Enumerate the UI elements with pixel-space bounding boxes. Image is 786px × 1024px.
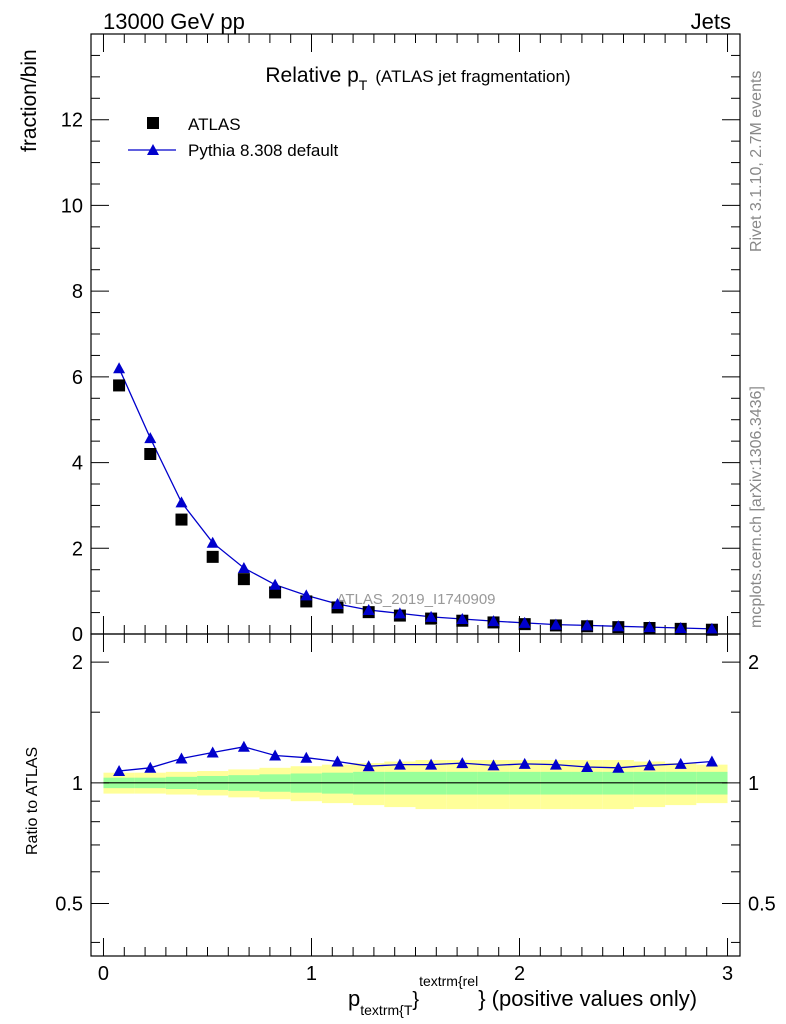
pythia-point: [362, 604, 375, 615]
xlabel-sup: textrm{rel: [419, 973, 478, 989]
ratio-pythia-point: [674, 757, 687, 769]
pythia-point: [144, 432, 157, 444]
ratio-y-tick-label: 2: [72, 652, 83, 674]
pythia-point: [581, 619, 594, 631]
xlabel-p: p: [348, 986, 360, 1011]
ratio-y-tick-label-right: 1: [748, 773, 759, 795]
pythia-line: [118, 368, 712, 630]
main-y-tick-label: 12: [61, 110, 83, 132]
x-tick-label: 2: [514, 963, 525, 985]
xlabel-close: }: [412, 989, 419, 1011]
main-y-tick-label: 4: [72, 453, 83, 475]
ratio-uncertainty-bands: [103, 759, 728, 810]
main-data-marks: [113, 362, 718, 636]
main-y-tick-label: 0: [72, 624, 83, 646]
pythia-point: [549, 618, 562, 630]
ratio-pythia-point: [425, 758, 438, 770]
pythia-point: [331, 598, 344, 609]
pythia-point: [456, 613, 469, 624]
header-left: 13000 GeV pp: [103, 9, 245, 34]
ratio-pythia-point: [206, 746, 219, 758]
ratio-pythia-point: [705, 755, 718, 767]
x-tick-label: 3: [722, 963, 733, 985]
ratio-pythia-point: [331, 755, 344, 767]
x-axis-label: ptextrm{T}textrm{rel} (positive values o…: [348, 973, 697, 1018]
ratio-data-marks: [113, 740, 718, 777]
title-sub: T: [359, 77, 368, 93]
pythia-point: [612, 620, 625, 632]
pythia-point: [175, 496, 188, 508]
pythia-point: [518, 616, 531, 628]
ratio-y-tick-label-right: 2: [748, 652, 759, 674]
ratio-pythia-point: [581, 761, 594, 773]
main-y-tick-label: 6: [72, 367, 83, 389]
main-y-tick-label: 2: [72, 538, 83, 560]
ratio-panel: Ratio to ATLAS 0.5 0.5 1 1 2 2 0 1 2 3 ptextrm{T}…: [24, 633, 776, 1018]
ratio-y-tick-label-right: 0.5: [748, 894, 776, 916]
ratio-pythia-point: [144, 761, 157, 773]
xlabel-sub: textrm{T: [360, 1002, 413, 1018]
pythia-point: [300, 589, 313, 601]
main-y-tick-label: 10: [61, 195, 83, 217]
ratio-axes: 0.5 0.5 1 1 2 2 0 1 2 3: [55, 633, 776, 985]
ratio-pythia-point: [362, 760, 375, 772]
ratio-pythia-point: [237, 740, 250, 752]
header-right: Jets: [691, 9, 731, 34]
ratio-pythia-point: [393, 758, 406, 770]
legend-pythia-marker: [147, 144, 159, 155]
ratio-pythia-point: [612, 761, 625, 773]
ratio-pythia-point: [113, 765, 126, 777]
x-tick-label: 1: [306, 963, 317, 985]
main-y-axis-label: fraction/bin: [18, 49, 41, 152]
main-title: Relative pT (ATLAS jet fragmentation): [265, 64, 570, 93]
pythia-point: [113, 362, 126, 374]
legend: ATLAS Pythia 8.308 default: [128, 115, 339, 160]
pythia-point: [425, 610, 438, 622]
ratio-y-tick-label: 0.5: [55, 894, 83, 916]
xlabel-rest: } (positive values only): [478, 986, 697, 1011]
ratio-pythia-point: [518, 757, 531, 769]
ratio-pythia-point: [549, 758, 562, 770]
ratio-pythia-point: [300, 751, 313, 763]
atlas-point: [113, 379, 126, 392]
legend-pythia-label: Pythia 8.308 default: [188, 141, 339, 160]
ratio-pythia-point: [643, 759, 656, 771]
pythia-point: [705, 622, 718, 634]
pythia-point: [206, 536, 219, 548]
pythia-point: [487, 615, 500, 627]
ratio-pythia-point: [269, 749, 282, 761]
pythia-point: [237, 562, 250, 573]
pythia-point: [269, 578, 282, 590]
pythia-point: [674, 622, 687, 633]
ratio-y-tick-label: 1: [72, 773, 83, 795]
title-extra: (ATLAS jet fragmentation): [375, 67, 570, 86]
title-main: Relative p: [265, 64, 358, 87]
legend-atlas-marker: [147, 117, 159, 129]
atlas-point: [144, 448, 157, 460]
ratio-pythia-point: [456, 757, 469, 769]
x-tick-label: 0: [98, 963, 109, 985]
side-label-bottom: mcplots.cern.ch [arXiv:1306.3436]: [748, 386, 765, 628]
ratio-pythia-point: [175, 752, 188, 764]
atlas-point: [206, 550, 219, 563]
pythia-point: [643, 621, 656, 633]
ratio-pythia-line: [119, 746, 712, 772]
atlas-point: [237, 573, 250, 586]
atlas-point: [175, 513, 188, 526]
pythia-point: [393, 607, 406, 619]
legend-atlas-label: ATLAS: [188, 115, 241, 134]
main-y-tick-label: 8: [72, 281, 83, 303]
watermark: ATLAS_2019_I1740909: [336, 591, 495, 608]
main-axes: 0 2 4 6 8 10 12: [61, 33, 741, 646]
ratio-y-axis-label: Ratio to ATLAS: [24, 747, 41, 855]
main-panel: Relative pT (ATLAS jet fragmentation) fra…: [18, 33, 741, 646]
ratio-pythia-point: [487, 759, 500, 771]
side-label-top: Rivet 3.1.10, 2.7M events: [748, 71, 765, 252]
